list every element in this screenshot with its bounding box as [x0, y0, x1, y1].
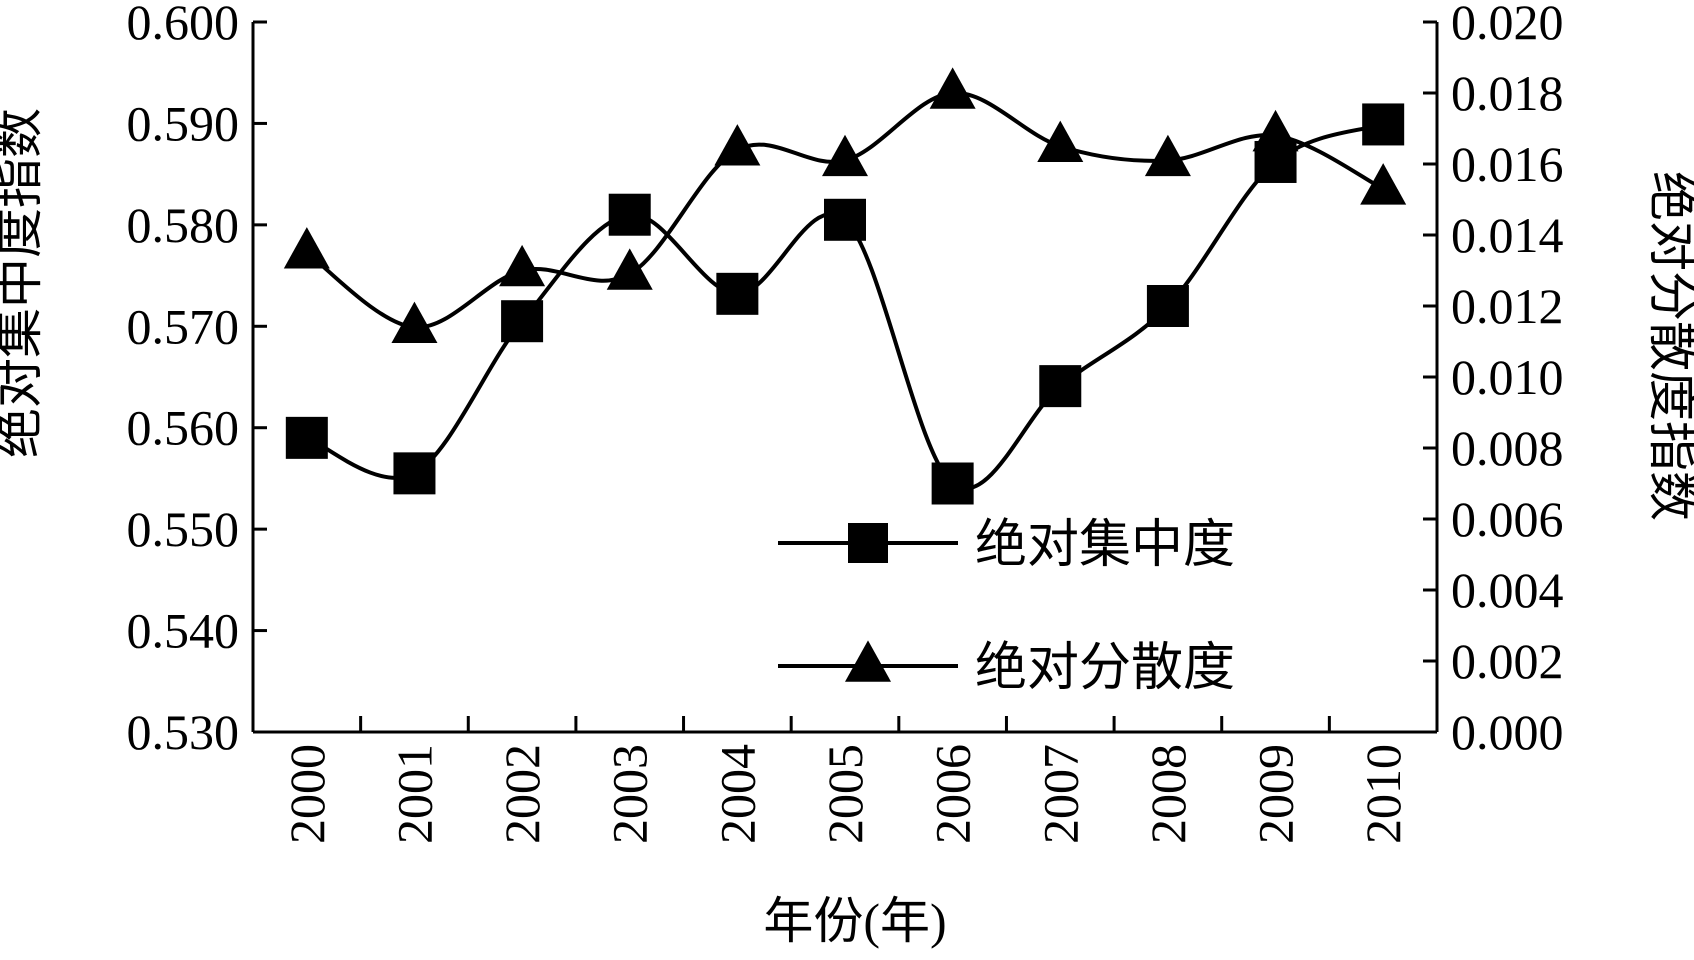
legend-marker-2: [845, 640, 891, 682]
y-tick-label-left: 0.550: [127, 501, 240, 557]
series-1-point: [608, 193, 651, 236]
y-tick-label-right: 0.020: [1451, 0, 1564, 50]
y-tick-label-right: 0.002: [1451, 633, 1564, 689]
series-1-point: [716, 272, 759, 315]
series-1-point: [824, 198, 866, 241]
series-2-point: [1037, 120, 1084, 162]
y-tick-label-left: 0.580: [127, 197, 240, 253]
legend-label-1: 绝对集中度: [975, 517, 1235, 574]
series-1-point: [285, 416, 328, 459]
y-tick-label-right: 0.012: [1451, 278, 1564, 334]
series-1-point: [501, 300, 544, 343]
y-tick-label-right: 0.000: [1451, 704, 1564, 760]
y-tick-label-left: 0.530: [127, 704, 240, 760]
series-line-1: [306, 122, 1384, 491]
y-tick-label-left: 0.570: [127, 298, 240, 354]
legend-label-2: 绝对分散度: [975, 640, 1235, 697]
y-axis-title-right: 绝对分散度指数: [1644, 171, 1694, 521]
legend-marker-1: [848, 523, 888, 563]
series-1-point: [931, 462, 974, 505]
y-tick-label-right: 0.006: [1451, 491, 1564, 547]
series-2-point: [714, 124, 761, 166]
y-tick-label-right: 0.008: [1451, 420, 1564, 476]
series-1-point: [393, 452, 436, 495]
series-layer: [283, 67, 1407, 505]
x-tick-label: 2010: [1355, 744, 1411, 844]
x-tick-label: 2003: [602, 744, 658, 844]
x-tick-label: 2000: [279, 744, 335, 844]
x-tick-label: 2007: [1032, 744, 1088, 844]
series-1-point: [1362, 103, 1405, 146]
y-tick-label-left: 0.590: [127, 95, 240, 151]
series-2-point: [929, 67, 976, 109]
x-tick-label: 2005: [817, 744, 873, 844]
y-tick-label-right: 0.016: [1451, 136, 1564, 192]
x-tick-label: 2008: [1140, 744, 1196, 844]
y-axis-title-left: 绝对集中度指数: [0, 108, 47, 458]
y-tick-label-right: 0.004: [1451, 562, 1564, 618]
y-tick-label-right: 0.014: [1451, 207, 1564, 263]
x-tick-label: 2009: [1248, 744, 1304, 844]
y-tick-label-left: 0.600: [127, 0, 240, 50]
y-tick-label-left: 0.540: [127, 603, 240, 659]
series-2-point: [1360, 163, 1407, 205]
x-tick-label: 2006: [925, 744, 981, 844]
axes: 0.530 0.540 0.550 0.560 0.570 0.580 0.590 0.600…: [127, 0, 1564, 844]
series-2-point: [499, 244, 546, 287]
series-1-point: [1039, 365, 1082, 408]
series-1-point: [1146, 285, 1189, 327]
series-2-point: [1144, 134, 1191, 177]
x-tick-label: 2004: [709, 744, 765, 844]
series-2-point: [1252, 109, 1299, 152]
x-tick-label: 2001: [386, 744, 442, 844]
series-2-point: [391, 301, 438, 344]
x-axis-title: 年份(年): [763, 893, 946, 949]
y-tick-label-right: 0.018: [1451, 65, 1564, 121]
series-2-point: [283, 227, 330, 269]
series-2-point: [822, 134, 868, 177]
y-tick-label-left: 0.560: [127, 400, 240, 456]
y-tick-label-right: 0.010: [1451, 349, 1564, 405]
series-2-point: [606, 248, 653, 290]
x-tick-label: 2002: [494, 744, 550, 844]
